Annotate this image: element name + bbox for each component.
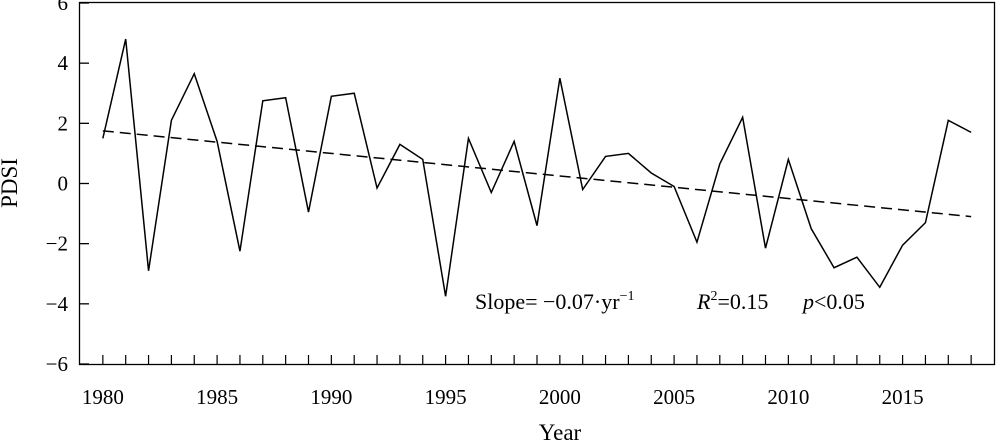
- y-tick-label: 2: [58, 111, 69, 135]
- x-tick-label: 1990: [310, 385, 352, 409]
- y-tick-label: 6: [58, 0, 69, 15]
- y-tick-label: −4: [46, 292, 69, 316]
- x-tick-label: 1980: [82, 385, 124, 409]
- y-tick-label: 4: [58, 51, 69, 75]
- p-label: p: [801, 289, 814, 314]
- trend-annotation: Slope= −0.07·yr−1 R2=0.15 p<0.05: [475, 280, 865, 314]
- r-squared-superscript: 2: [710, 289, 717, 304]
- trend-line: [102, 130, 972, 218]
- slope-text: Slope= −0.07·yr: [475, 289, 620, 314]
- x-tick-label: 1985: [196, 385, 238, 409]
- p-value: <0.05: [814, 289, 865, 314]
- slope-unit-superscript: −1: [620, 289, 635, 304]
- x-tick-label: 2005: [653, 385, 695, 409]
- r-squared-label: R: [696, 289, 711, 314]
- pdsi-series-line: [102, 38, 972, 297]
- y-axis-title: PDSI: [0, 158, 22, 208]
- x-tick-label: 2015: [882, 385, 924, 409]
- r-squared-value: =0.15: [717, 289, 768, 314]
- x-axis-title: Year: [539, 420, 582, 443]
- plot-frame: [78, 1, 996, 366]
- series-layer: [102, 38, 972, 297]
- x-tick-label: 2000: [539, 385, 581, 409]
- x-tick-label: 1995: [425, 385, 467, 409]
- y-tick-label: −2: [46, 232, 68, 256]
- y-axis-ticks: −6 −4 −2 0 2 4 6: [46, 0, 89, 376]
- y-tick-label: −6: [46, 352, 68, 376]
- x-tick-label: 2010: [767, 385, 809, 409]
- y-tick-label: 0: [58, 172, 69, 196]
- x-axis-ticks: 1980 1985 1990 1995 2000 2005 2010 2015: [82, 355, 972, 409]
